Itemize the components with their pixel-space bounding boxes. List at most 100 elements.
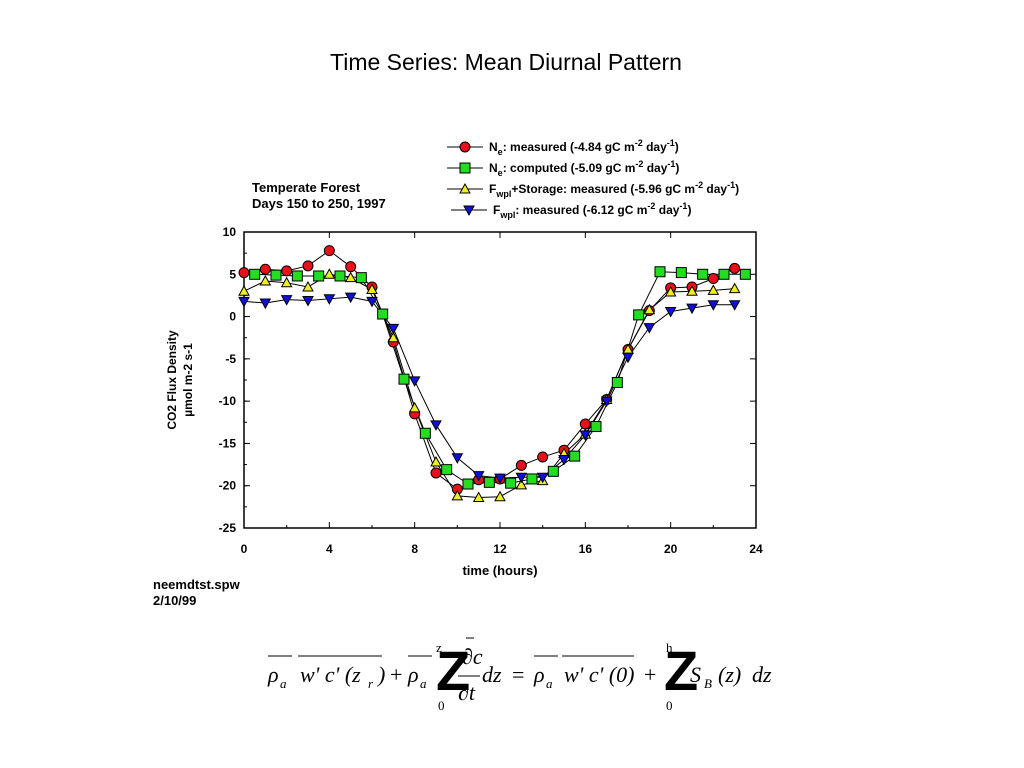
series-4-point xyxy=(600,396,613,408)
series-4-point xyxy=(579,430,592,442)
series-4-point xyxy=(643,323,656,334)
series-2-point xyxy=(697,268,709,280)
rho-2: ρ xyxy=(408,662,419,687)
series-4-point xyxy=(408,376,421,387)
series-3-point xyxy=(430,456,442,467)
series-4-point xyxy=(302,296,314,307)
series-4-point xyxy=(366,296,378,308)
series-2-point xyxy=(611,377,623,389)
series-4-point xyxy=(344,292,357,304)
series-2-point xyxy=(739,268,751,280)
series-3-point xyxy=(387,331,400,343)
plus-2: + xyxy=(644,662,657,687)
x-tick-label: 8 xyxy=(411,542,418,556)
series-1-point xyxy=(259,263,271,275)
formula-overlines xyxy=(268,637,634,677)
series-2-point xyxy=(313,270,325,282)
y-tick-label: 5 xyxy=(229,267,236,281)
rho-3-sub: a xyxy=(546,676,553,691)
integral-2-lower: 0 xyxy=(666,698,673,713)
series-1-point xyxy=(238,267,250,279)
slide-title: Time Series: Mean Diurnal Pattern xyxy=(330,49,682,75)
file-date: 2/10/99 xyxy=(153,593,197,608)
series-line-2 xyxy=(254,271,746,485)
series-2-point xyxy=(462,478,474,490)
series-4-point xyxy=(707,300,720,311)
legend-label-2: Ne: computed (-5.09 gC m-2 day-1) xyxy=(489,159,679,178)
file-name: neemdtst.spw xyxy=(153,577,240,592)
y-tick-label: 10 xyxy=(223,225,237,239)
source-term: S xyxy=(690,662,701,687)
series-4-point xyxy=(323,294,336,305)
integral-2-upper: h xyxy=(666,640,673,655)
series-2-point xyxy=(334,270,346,282)
series-4-point xyxy=(472,471,485,482)
x-tick-label: 0 xyxy=(241,542,248,556)
series-4-point xyxy=(664,306,677,318)
y-tick-label: -10 xyxy=(219,394,237,408)
x-axis-label: time (hours) xyxy=(462,563,537,578)
series-1-point xyxy=(707,273,719,285)
series-2-point xyxy=(569,450,581,462)
series-4-point xyxy=(622,352,634,364)
series-2-point xyxy=(718,268,730,280)
y-tick-label: 0 xyxy=(229,310,236,324)
series-4-point xyxy=(387,323,400,335)
source-term-sub: B xyxy=(704,676,712,691)
series-3-point xyxy=(238,285,250,296)
series-2-point xyxy=(633,309,645,321)
partial-t: ∂t xyxy=(458,680,475,705)
series-2-point xyxy=(654,266,666,278)
series-1-point xyxy=(302,260,314,272)
equals-sign: = xyxy=(512,662,525,687)
flux-term-2: w' c' (0) xyxy=(564,662,635,687)
flux-balance-formula: ρ a w' c' (z r ) + ρ a z Z 0 ∂c ∂t dz = … xyxy=(262,636,782,716)
site-label: Temperate Forest xyxy=(252,180,361,195)
series-4-point xyxy=(536,472,549,484)
series-3-point xyxy=(494,490,506,502)
dz-1: dz xyxy=(482,662,502,687)
x-tick-label: 4 xyxy=(326,542,333,556)
y-tick-label: -15 xyxy=(219,436,237,450)
integral-2-sign: Z xyxy=(664,639,699,702)
integral-1-lower: 0 xyxy=(438,698,445,713)
y-tick-label: -5 xyxy=(225,352,236,366)
x-tick-label: 12 xyxy=(493,542,507,556)
series-4-point xyxy=(728,300,741,311)
x-tick-label: 24 xyxy=(749,542,763,556)
series-3-point xyxy=(472,491,485,503)
days-label: Days 150 to 250, 1997 xyxy=(252,196,386,211)
series-1-point xyxy=(430,467,442,479)
series-2-point xyxy=(675,267,687,279)
series-3-point xyxy=(643,303,656,315)
series-1-point xyxy=(281,265,293,277)
series-4-point xyxy=(238,296,250,308)
legend-marker-4 xyxy=(463,205,475,217)
partial-c: ∂c xyxy=(462,644,483,669)
series-4-point xyxy=(451,453,464,464)
series-line-4 xyxy=(243,296,735,479)
integral-1-upper: z xyxy=(436,640,442,655)
rho-1-sub: a xyxy=(280,676,287,691)
legend-label-3: Fwpl+Storage: measured (-5.96 gC m-2 day… xyxy=(489,180,739,199)
series-2-point xyxy=(483,476,495,488)
series-1-point xyxy=(323,245,335,257)
legend-marker-3 xyxy=(459,182,471,194)
series-3-point xyxy=(408,401,421,413)
flux-term-1: w' c' (z xyxy=(300,662,361,687)
rho-2-sub: a xyxy=(420,676,427,691)
series-2-point xyxy=(398,373,410,385)
series-1-point xyxy=(345,261,357,273)
y-tick-label: -20 xyxy=(219,479,237,493)
legend-marker-1 xyxy=(459,141,471,153)
series-3-point xyxy=(451,489,464,501)
y-axis-label-line1: CO2 Flux Density xyxy=(165,330,179,430)
series-1-point xyxy=(537,451,549,463)
series-4-point xyxy=(686,303,698,315)
rho-3: ρ xyxy=(534,662,545,687)
series-3-point xyxy=(302,280,314,292)
series-2-point xyxy=(249,268,261,280)
series-3-point xyxy=(664,286,677,297)
series-4-point xyxy=(430,420,442,431)
